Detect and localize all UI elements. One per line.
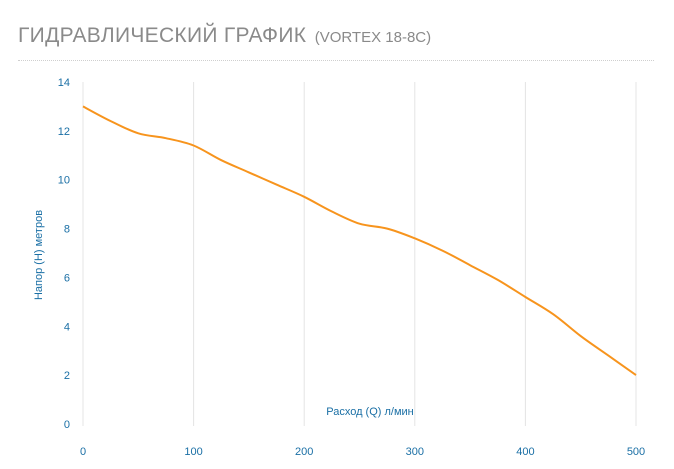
x-tick-label: 400 (516, 446, 534, 458)
x-tick-label: 300 (406, 446, 424, 458)
x-tick-label: 100 (184, 446, 202, 458)
x-tick-label: 200 (295, 446, 313, 458)
y-tick-label: 2 (64, 370, 70, 382)
y-tick-label: 0 (64, 419, 70, 431)
y-tick-label: 14 (58, 77, 70, 89)
y-tick-label: 8 (64, 224, 70, 236)
y-tick-label: 6 (64, 272, 70, 284)
chart-header: ГИДРАВЛИЧЕСКИЙ ГРАФИК (VORTEX 18-8С) (18, 24, 431, 48)
y-tick-label: 4 (64, 321, 70, 333)
x-tick-label: 0 (80, 446, 86, 458)
y-tick-label: 10 (58, 175, 70, 187)
grid-lines (82, 82, 637, 426)
model-label: (VORTEX 18-8С) (314, 29, 432, 46)
series-lines (82, 105, 637, 376)
x-tick-labels: 0 100 200 300 400 500 (80, 446, 645, 458)
chart-title: ГИДРАВЛИЧЕСКИЙ ГРАФИК (18, 24, 307, 47)
y-axis-label: Напор (Н) метров (33, 210, 45, 300)
header-divider (18, 60, 654, 61)
y-tick-label: 12 (58, 126, 70, 138)
x-tick-label: 500 (627, 446, 645, 458)
y-tick-labels: 0 2 4 6 8 10 12 14 (58, 77, 70, 431)
series-line (82, 105, 637, 376)
x-axis-label: Расход (Q) л/мин (326, 406, 414, 418)
